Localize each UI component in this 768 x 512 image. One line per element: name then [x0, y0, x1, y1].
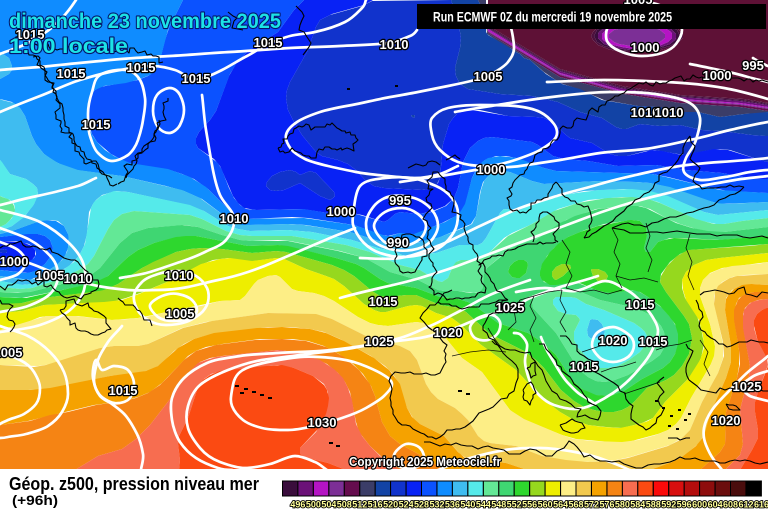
svg-text:1020: 1020	[712, 413, 741, 428]
svg-text:990: 990	[387, 235, 409, 250]
svg-text:Run ECMWF 0Z du mercredi 19 no: Run ECMWF 0Z du mercredi 19 novembre 202…	[433, 9, 672, 25]
svg-text:1030: 1030	[308, 415, 337, 430]
svg-text:1015: 1015	[127, 60, 156, 75]
svg-text:995: 995	[742, 58, 764, 73]
svg-text:1010: 1010	[220, 211, 249, 226]
svg-text:540: 540	[460, 500, 475, 510]
svg-text:Copyright 2025 Meteociel.fr: Copyright 2025 Meteociel.fr	[349, 455, 501, 469]
svg-text:528: 528	[414, 500, 429, 510]
svg-text:1:00 locale: 1:00 locale	[9, 35, 128, 58]
svg-text:1015: 1015	[626, 297, 655, 312]
svg-text:1025: 1025	[733, 379, 762, 394]
svg-text:556: 556	[522, 500, 537, 510]
svg-text:584: 584	[630, 500, 645, 510]
svg-text:524: 524	[399, 500, 414, 510]
svg-text:1020: 1020	[434, 325, 463, 340]
svg-text:1015: 1015	[639, 334, 668, 349]
svg-text:500: 500	[306, 500, 321, 510]
svg-text:560: 560	[538, 500, 553, 510]
svg-text:1000: 1000	[703, 68, 732, 83]
svg-text:Géop. z500, pression niveau me: Géop. z500, pression niveau mer	[9, 474, 259, 494]
svg-text:572: 572	[584, 500, 599, 510]
svg-text:1005: 1005	[166, 306, 195, 321]
svg-text:536: 536	[445, 500, 460, 510]
svg-text:592: 592	[661, 500, 676, 510]
svg-text:512: 512	[352, 500, 367, 510]
svg-text:564: 564	[553, 500, 568, 510]
svg-text:520: 520	[383, 500, 398, 510]
svg-text:544: 544	[476, 500, 491, 510]
svg-text:1005: 1005	[474, 69, 503, 84]
svg-text:588: 588	[646, 500, 661, 510]
svg-text:1010: 1010	[631, 105, 660, 120]
svg-text:1010: 1010	[655, 105, 684, 120]
svg-text:1010: 1010	[380, 37, 409, 52]
svg-text:(+96h): (+96h)	[12, 492, 58, 508]
svg-text:995: 995	[389, 193, 411, 208]
svg-text:548: 548	[491, 500, 506, 510]
svg-text:508: 508	[337, 500, 352, 510]
svg-text:596: 596	[677, 500, 692, 510]
svg-text:1005: 1005	[0, 345, 22, 360]
svg-text:1010: 1010	[64, 271, 93, 286]
svg-text:1000: 1000	[477, 162, 506, 177]
svg-text:1015: 1015	[82, 117, 111, 132]
svg-text:1015: 1015	[182, 71, 211, 86]
svg-text:1015: 1015	[570, 359, 599, 374]
svg-text:504: 504	[321, 500, 336, 510]
svg-text:516: 516	[368, 500, 383, 510]
svg-text:608: 608	[723, 500, 738, 510]
svg-text:552: 552	[507, 500, 522, 510]
svg-text:1015: 1015	[369, 294, 398, 309]
svg-text:568: 568	[568, 500, 583, 510]
svg-text:1015: 1015	[254, 35, 283, 50]
svg-text:1000: 1000	[0, 254, 28, 269]
svg-text:1000: 1000	[327, 204, 356, 219]
svg-text:1015: 1015	[109, 383, 138, 398]
svg-text:1010: 1010	[165, 268, 194, 283]
svg-text:576: 576	[599, 500, 614, 510]
svg-text:1000: 1000	[631, 40, 660, 55]
svg-text:612: 612	[738, 500, 753, 510]
svg-text:532: 532	[429, 500, 444, 510]
svg-text:580: 580	[615, 500, 630, 510]
svg-text:1025: 1025	[365, 334, 394, 349]
svg-text:600: 600	[692, 500, 707, 510]
svg-text:616: 616	[754, 500, 768, 510]
svg-text:1020: 1020	[599, 333, 628, 348]
svg-text:dimanche 23 novembre 2025: dimanche 23 novembre 2025	[9, 10, 281, 33]
svg-text:1015: 1015	[16, 27, 45, 42]
svg-text:1025: 1025	[496, 300, 525, 315]
svg-text:1015: 1015	[57, 66, 86, 81]
svg-text:604: 604	[708, 500, 723, 510]
svg-text:1005: 1005	[36, 268, 65, 283]
svg-text:496: 496	[290, 500, 305, 510]
